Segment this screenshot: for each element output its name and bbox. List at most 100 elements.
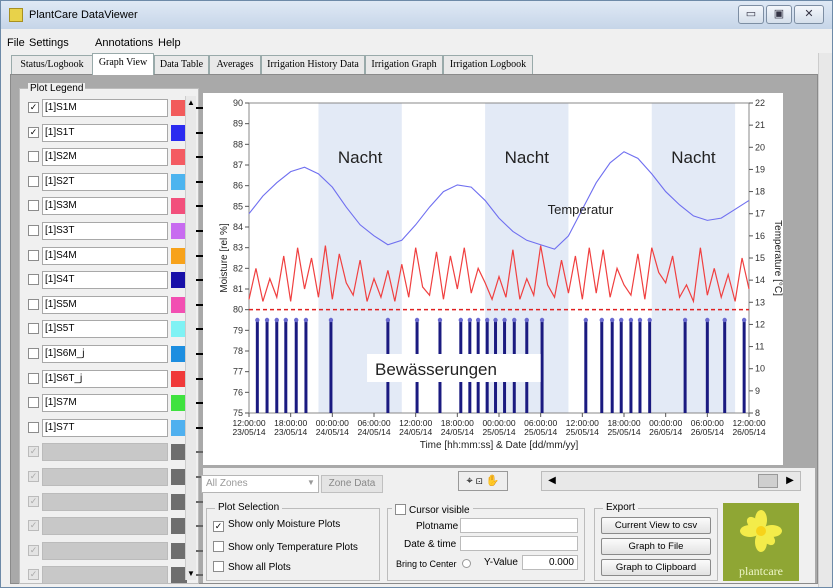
legend-color-swatch[interactable] bbox=[171, 272, 187, 289]
legend-item[interactable]: ✓ bbox=[28, 517, 206, 536]
scroll-down-icon[interactable]: ▼ bbox=[187, 569, 195, 578]
legend-checkbox[interactable] bbox=[28, 421, 39, 433]
show-temperature-option[interactable]: Show only Temperature Plots bbox=[213, 539, 358, 553]
legend-line-style[interactable] bbox=[190, 279, 206, 282]
checkbox[interactable] bbox=[213, 541, 224, 552]
legend-line-style[interactable] bbox=[190, 451, 206, 454]
legend-color-swatch[interactable] bbox=[171, 198, 187, 215]
legend-item[interactable]: [1]S3M bbox=[28, 197, 206, 216]
legend-item[interactable]: ✓ bbox=[28, 541, 206, 560]
legend-line-style[interactable] bbox=[190, 131, 206, 134]
legend-color-swatch[interactable] bbox=[171, 567, 187, 584]
legend-line-style[interactable] bbox=[190, 353, 206, 355]
legend-checkbox[interactable] bbox=[28, 200, 39, 212]
legend-item[interactable]: [1]S3T bbox=[28, 222, 206, 240]
legend-checkbox[interactable]: ✓ bbox=[28, 471, 39, 482]
legend-line-style[interactable] bbox=[190, 230, 206, 232]
menu-file[interactable]: File bbox=[7, 37, 25, 49]
legend-color-swatch[interactable] bbox=[171, 493, 187, 510]
legend-checkbox[interactable] bbox=[28, 348, 39, 359]
menu-annotations[interactable]: Annotations bbox=[95, 37, 154, 49]
legend-checkbox[interactable]: ✓ bbox=[28, 126, 39, 138]
legend-item[interactable]: ✓ [1]S1M bbox=[28, 99, 206, 117]
legend-line-style[interactable] bbox=[190, 500, 206, 503]
legend-checkbox[interactable] bbox=[28, 397, 39, 409]
zoom-icon[interactable]: ⊡ bbox=[475, 475, 483, 487]
legend-color-swatch[interactable] bbox=[171, 542, 187, 559]
tab-data-table[interactable]: Data Table bbox=[154, 55, 209, 74]
legend-line-style[interactable] bbox=[190, 254, 206, 257]
legend-line-style[interactable] bbox=[190, 180, 206, 183]
legend-color-swatch[interactable] bbox=[171, 124, 187, 141]
moisture-temperature-chart[interactable]: 7576777879808182838485868788899089101112… bbox=[203, 93, 783, 465]
tab-averages[interactable]: Averages bbox=[209, 55, 261, 74]
legend-checkbox[interactable]: ✓ bbox=[28, 544, 39, 556]
tab-irrigation-logbook[interactable]: Irrigation Logbook bbox=[443, 55, 533, 74]
window-scrollbar[interactable] bbox=[818, 53, 832, 587]
tab-irrigation-graph[interactable]: Irrigation Graph bbox=[365, 55, 443, 74]
graph-hscrollbar[interactable]: ◀ ▶ bbox=[541, 471, 801, 491]
legend-checkbox[interactable] bbox=[28, 372, 39, 384]
legend-color-swatch[interactable] bbox=[171, 247, 187, 264]
legend-item[interactable]: [1]S6T_j bbox=[28, 369, 206, 388]
legend-item[interactable]: [1]S7T bbox=[28, 418, 206, 437]
legend-line-style[interactable] bbox=[190, 377, 206, 380]
scroll-thumb[interactable] bbox=[758, 474, 778, 488]
legend-checkbox[interactable] bbox=[28, 323, 39, 335]
legend-checkbox[interactable]: ✓ bbox=[28, 569, 39, 581]
y-value-field[interactable]: 0.000 bbox=[522, 555, 578, 570]
legend-item[interactable]: [1]S4T bbox=[28, 271, 206, 290]
checkbox[interactable] bbox=[213, 561, 224, 572]
legend-checkbox[interactable] bbox=[28, 274, 39, 286]
legend-color-swatch[interactable] bbox=[171, 173, 187, 190]
legend-line-style[interactable] bbox=[190, 574, 206, 577]
legend-item[interactable]: [1]S7M bbox=[28, 394, 206, 413]
checkbox[interactable]: ✓ bbox=[213, 521, 224, 532]
legend-color-swatch[interactable] bbox=[171, 395, 187, 412]
chevron-down-icon[interactable]: ▼ bbox=[307, 478, 315, 487]
scroll-up-icon[interactable]: ▲ bbox=[187, 98, 195, 107]
tab-graph-view[interactable]: Graph View bbox=[92, 53, 154, 75]
graph-to-clipboard-button[interactable]: Graph to Clipboard bbox=[601, 559, 711, 576]
legend-item[interactable]: [1]S5T bbox=[28, 320, 206, 339]
legend-line-style[interactable] bbox=[190, 549, 206, 552]
show-moisture-option[interactable]: ✓ Show only Moisture Plots bbox=[213, 519, 341, 532]
close-button[interactable]: ✕ bbox=[794, 5, 824, 24]
legend-line-style[interactable] bbox=[190, 402, 206, 405]
legend-line-style[interactable] bbox=[190, 328, 206, 331]
scroll-left-icon[interactable]: ◀ bbox=[548, 475, 556, 486]
plotname-field[interactable] bbox=[460, 518, 578, 533]
legend-checkbox[interactable] bbox=[28, 151, 39, 163]
crosshair-icon[interactable]: ⌖ bbox=[466, 475, 473, 487]
legend-line-style[interactable] bbox=[190, 303, 206, 306]
legend-color-swatch[interactable] bbox=[171, 100, 187, 116]
date-time-field[interactable] bbox=[460, 536, 578, 551]
legend-checkbox[interactable] bbox=[28, 249, 39, 261]
legend-line-style[interactable] bbox=[190, 205, 206, 208]
legend-item[interactable]: [1]S2T bbox=[28, 172, 206, 191]
tab-status-logbook[interactable]: Status/Logbook bbox=[11, 55, 93, 74]
maximize-button[interactable]: ▣ bbox=[766, 5, 792, 24]
menu-settings[interactable]: Settings bbox=[29, 37, 69, 49]
legend-scrollbar[interactable]: ▲ ▼ bbox=[185, 96, 196, 580]
checkbox[interactable] bbox=[395, 504, 406, 515]
legend-color-swatch[interactable] bbox=[171, 518, 187, 535]
legend-color-swatch[interactable] bbox=[171, 444, 187, 461]
legend-line-style[interactable] bbox=[190, 107, 206, 109]
legend-item[interactable]: ✓ bbox=[28, 443, 206, 462]
legend-checkbox[interactable]: ✓ bbox=[28, 446, 39, 458]
legend-line-style[interactable] bbox=[190, 525, 206, 528]
zone-data-button[interactable]: Zone Data bbox=[321, 475, 383, 493]
graph-panel[interactable]: 75 76 77 78 79 80 81 82 83 84 85 86 87 88 89 90 8 9 10 11 12… bbox=[203, 93, 783, 465]
show-all-option[interactable]: Show all Plots bbox=[213, 559, 291, 573]
legend-item[interactable]: ✓ bbox=[28, 492, 206, 511]
legend-color-swatch[interactable] bbox=[171, 149, 187, 166]
legend-item[interactable]: ✓ [1]S1T bbox=[28, 123, 206, 142]
legend-checkbox[interactable] bbox=[28, 225, 39, 236]
legend-line-style[interactable] bbox=[190, 476, 206, 478]
tab-irrigation-history-data[interactable]: Irrigation History Data bbox=[261, 55, 365, 74]
cursor-visible-option[interactable]: Cursor visible bbox=[392, 502, 473, 516]
legend-checkbox[interactable] bbox=[28, 298, 39, 310]
legend-item[interactable]: ✓ bbox=[28, 566, 206, 585]
graph-tools[interactable]: ⌖ ⊡ ✋ bbox=[458, 471, 508, 491]
